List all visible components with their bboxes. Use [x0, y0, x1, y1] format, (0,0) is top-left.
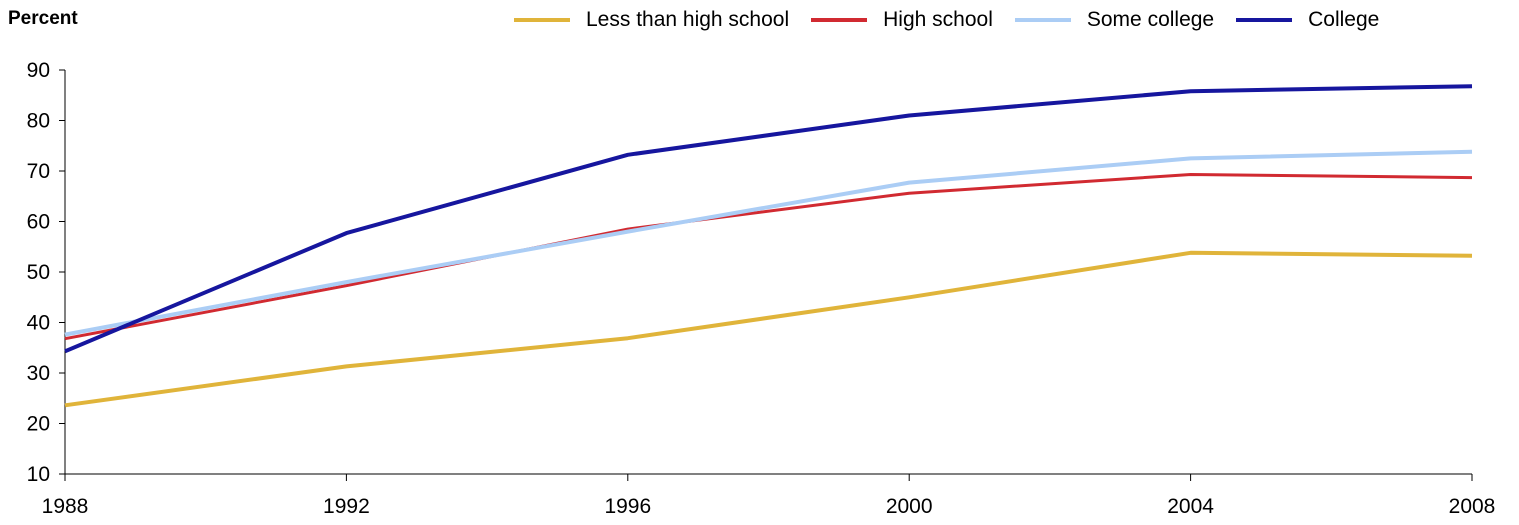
x-tick-label-1992: 1992 — [323, 495, 370, 518]
y-tick-label-90: 90 — [27, 59, 50, 82]
x-tick-label-1996: 1996 — [604, 495, 651, 518]
y-tick-label-20: 20 — [27, 413, 50, 436]
x-tick-label-2004: 2004 — [1167, 495, 1214, 518]
y-tick-label-50: 50 — [27, 261, 50, 284]
y-tick-label-40: 40 — [27, 312, 50, 335]
series-line-college — [65, 86, 1472, 351]
y-tick-label-70: 70 — [27, 160, 50, 183]
y-tick-label-60: 60 — [27, 211, 50, 234]
x-tick-label-2008: 2008 — [1449, 495, 1496, 518]
y-tick-label-80: 80 — [27, 110, 50, 133]
x-tick-label-2000: 2000 — [886, 495, 933, 518]
series-line-some-college — [65, 152, 1472, 335]
y-tick-label-10: 10 — [27, 463, 50, 486]
x-tick-label-1988: 1988 — [42, 495, 89, 518]
y-tick-label-30: 30 — [27, 362, 50, 385]
series-line-high-school — [65, 175, 1472, 339]
series-line-less-than-high-school — [65, 253, 1472, 405]
